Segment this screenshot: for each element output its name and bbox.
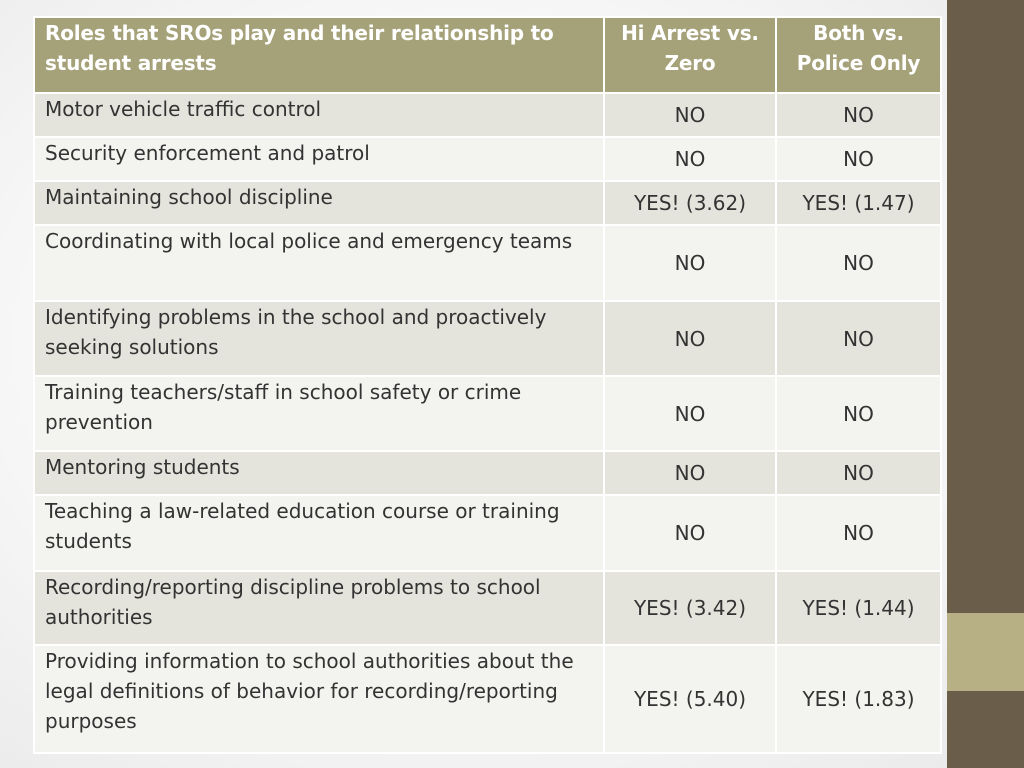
- hi-vs-zero-cell: YES! (3.62): [603, 180, 777, 226]
- table-row: Coordinating with local police and emerg…: [33, 224, 942, 302]
- header-roles: Roles that SROs play and their relations…: [33, 16, 605, 94]
- header-both-vs-police-only: Both vs. Police Only: [775, 16, 942, 94]
- role-cell: Teaching a law-related education course …: [33, 494, 605, 572]
- both-vs-police-cell: NO: [775, 450, 942, 496]
- decorative-side-accent: [947, 613, 1024, 691]
- header-hi-arrest-vs-zero: Hi Arrest vs. Zero: [603, 16, 777, 94]
- hi-vs-zero-cell: NO: [603, 300, 777, 377]
- role-cell: Training teachers/staff in school safety…: [33, 375, 605, 452]
- hi-vs-zero-cell: NO: [603, 224, 777, 302]
- both-vs-police-cell: YES! (1.83): [775, 644, 942, 754]
- table-row: Mentoring students NO NO: [33, 450, 942, 496]
- role-cell: Mentoring students: [33, 450, 605, 496]
- sro-roles-table: Roles that SROs play and their relations…: [33, 16, 942, 754]
- table-row: Security enforcement and patrol NO NO: [33, 136, 942, 182]
- hi-vs-zero-cell: NO: [603, 450, 777, 496]
- table-row: Identifying problems in the school and p…: [33, 300, 942, 377]
- hi-vs-zero-cell: NO: [603, 92, 777, 138]
- role-cell: Identifying problems in the school and p…: [33, 300, 605, 377]
- role-cell: Maintaining school discipline: [33, 180, 605, 226]
- hi-vs-zero-cell: NO: [603, 494, 777, 572]
- hi-vs-zero-cell: YES! (5.40): [603, 644, 777, 754]
- table-row: Recording/reporting discipline problems …: [33, 570, 942, 646]
- table-row: Motor vehicle traffic control NO NO: [33, 92, 942, 138]
- both-vs-police-cell: NO: [775, 300, 942, 377]
- role-cell: Recording/reporting discipline problems …: [33, 570, 605, 646]
- role-cell: Providing information to school authorit…: [33, 644, 605, 754]
- table-row: Training teachers/staff in school safety…: [33, 375, 942, 452]
- both-vs-police-cell: NO: [775, 375, 942, 452]
- both-vs-police-cell: NO: [775, 224, 942, 302]
- both-vs-police-cell: NO: [775, 494, 942, 572]
- both-vs-police-cell: YES! (1.47): [775, 180, 942, 226]
- table-row: Maintaining school discipline YES! (3.62…: [33, 180, 942, 226]
- hi-vs-zero-cell: NO: [603, 375, 777, 452]
- header-row: Roles that SROs play and their relations…: [33, 16, 942, 94]
- role-cell: Security enforcement and patrol: [33, 136, 605, 182]
- role-cell: Motor vehicle traffic control: [33, 92, 605, 138]
- both-vs-police-cell: YES! (1.44): [775, 570, 942, 646]
- role-cell: Coordinating with local police and emerg…: [33, 224, 605, 302]
- both-vs-police-cell: NO: [775, 92, 942, 138]
- table-row: Teaching a law-related education course …: [33, 494, 942, 572]
- hi-vs-zero-cell: NO: [603, 136, 777, 182]
- table-row: Providing information to school authorit…: [33, 644, 942, 754]
- hi-vs-zero-cell: YES! (3.42): [603, 570, 777, 646]
- both-vs-police-cell: NO: [775, 136, 942, 182]
